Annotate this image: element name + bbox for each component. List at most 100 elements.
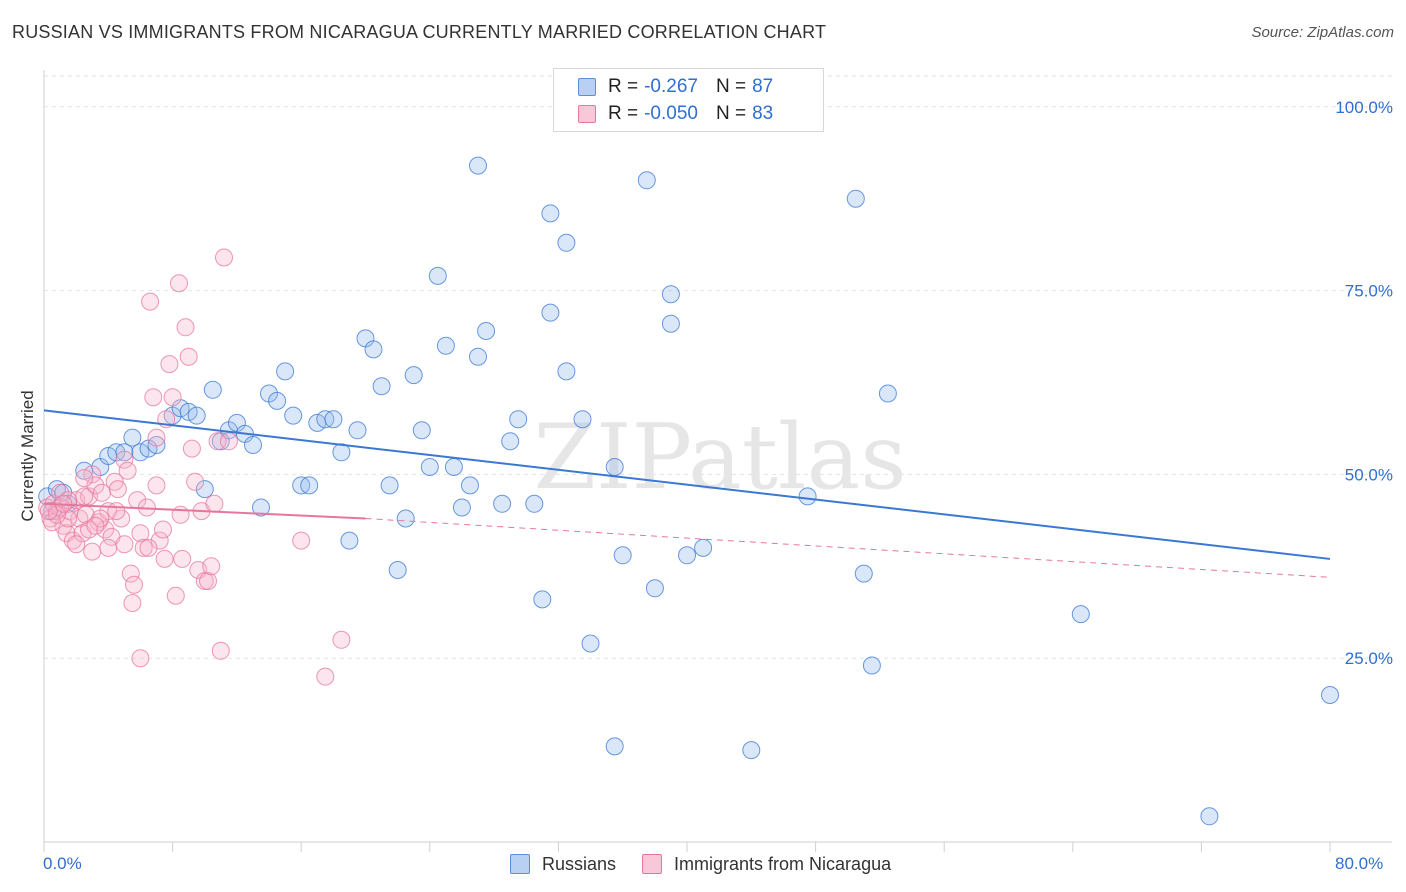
data-point <box>477 322 496 340</box>
trend-lines <box>43 409 1331 578</box>
data-point <box>1200 807 1219 826</box>
y-tick-label: 100.0% <box>1335 98 1393 117</box>
data-point <box>581 634 600 653</box>
data-point <box>694 538 713 557</box>
data-point <box>86 476 105 495</box>
data-point <box>134 538 153 557</box>
chart-title: RUSSIAN VS IMMIGRANTS FROM NICARAGUA CUR… <box>12 22 827 42</box>
legend-swatch-nicaragua <box>642 854 663 874</box>
data-point <box>147 436 166 454</box>
y-tick-label: 75.0% <box>1345 282 1393 301</box>
data-point <box>798 487 817 506</box>
data-point <box>324 410 343 429</box>
x-tick-label-min: 0.0% <box>43 854 82 873</box>
data-point <box>1321 686 1339 704</box>
data-point <box>525 494 544 513</box>
data-point <box>742 741 761 760</box>
data-point <box>155 549 174 568</box>
data-point <box>182 439 201 458</box>
data-point <box>252 498 270 517</box>
data-point <box>276 362 295 381</box>
legend-n-value: 87 <box>752 76 774 97</box>
data-point <box>878 384 897 403</box>
legend-n-label: N = <box>715 76 747 97</box>
legend-r-value: -0.050 <box>644 103 698 124</box>
data-point <box>131 524 150 543</box>
data-point <box>115 535 134 554</box>
data-point <box>163 388 182 407</box>
data-point <box>147 428 166 447</box>
x-tick-label-max: 80.0% <box>1335 854 1384 873</box>
data-point <box>557 362 576 381</box>
series-nicaragua-points <box>38 248 351 686</box>
data-point <box>372 377 391 396</box>
legend-label-nicaragua: Immigrants from Nicaragua <box>674 853 892 874</box>
data-point <box>215 248 233 267</box>
data-point <box>661 285 680 304</box>
data-point <box>396 509 415 528</box>
watermark: ZIPatlas <box>533 405 906 510</box>
legend-row-russians: R = -0.267 N = 87 <box>578 75 773 99</box>
data-point <box>83 542 102 561</box>
legend-r-label: R = <box>608 76 639 97</box>
data-point <box>533 590 552 609</box>
data-point <box>99 538 118 557</box>
data-point <box>187 406 206 425</box>
data-point <box>493 494 512 513</box>
data-point <box>63 531 82 550</box>
data-point <box>186 472 205 491</box>
data-point <box>292 531 311 550</box>
legend-item-russians[interactable]: Russians <box>510 854 616 875</box>
data-point <box>141 292 160 311</box>
data-point <box>404 366 423 385</box>
data-point <box>244 436 262 454</box>
legend-r-label: R = <box>608 103 639 124</box>
data-point <box>75 469 94 488</box>
data-point <box>219 432 238 451</box>
data-point <box>340 531 359 550</box>
data-point <box>115 443 134 462</box>
data-point <box>195 480 214 499</box>
data-point <box>173 549 192 568</box>
data-point <box>144 388 163 407</box>
data-point <box>541 303 560 322</box>
data-point <box>420 458 439 476</box>
correlation-legend: R = -0.267 N = 87 R = -0.050 N = 83 <box>553 68 824 132</box>
legend-r-value: -0.267 <box>644 76 698 97</box>
data-point <box>139 538 158 557</box>
data-point <box>509 410 528 429</box>
data-point <box>199 572 217 590</box>
data-point <box>637 171 656 190</box>
data-point <box>121 564 140 583</box>
data-point <box>469 156 487 175</box>
data-point <box>123 594 142 612</box>
data-point <box>613 546 632 565</box>
legend-row-nicaragua: R = -0.050 N = 83 <box>578 102 773 126</box>
legend-swatch-russians <box>510 854 530 874</box>
data-point <box>645 579 664 598</box>
axes <box>43 70 1392 852</box>
trend-line <box>43 409 1331 560</box>
legend-item-nicaragua[interactable]: Immigrants from Nicaragua <box>642 854 891 875</box>
data-point <box>605 737 624 756</box>
trend-line <box>43 502 366 520</box>
data-point <box>452 498 471 517</box>
data-point <box>123 428 142 447</box>
data-point <box>86 516 105 535</box>
data-point <box>166 586 185 605</box>
data-point <box>75 487 94 506</box>
data-point <box>661 314 680 333</box>
data-point <box>284 406 303 425</box>
data-point <box>469 347 487 366</box>
data-point <box>176 318 195 337</box>
chart-source: Source: ZipAtlas.com <box>1251 24 1394 41</box>
data-point <box>115 450 134 469</box>
data-point <box>170 274 188 293</box>
data-point <box>1071 605 1090 624</box>
data-point <box>364 340 383 359</box>
data-point <box>202 557 221 576</box>
data-point <box>501 432 520 451</box>
data-point <box>96 520 115 539</box>
data-point <box>205 494 224 513</box>
data-point <box>150 531 169 550</box>
